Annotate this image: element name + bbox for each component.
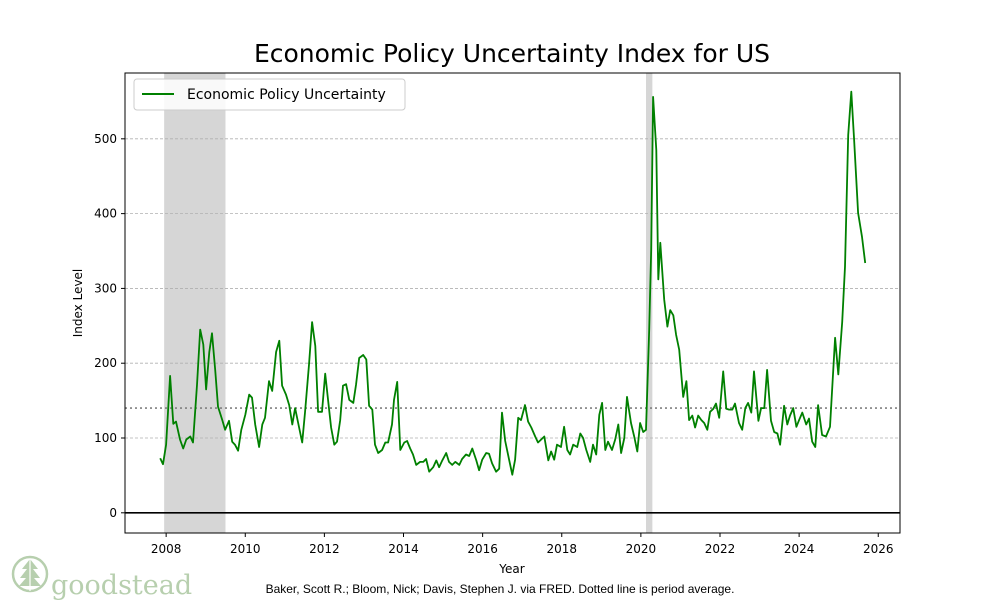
x-tick-label: 2020 — [626, 542, 657, 556]
y-tick-label: 500 — [94, 132, 117, 146]
series-line — [159, 90, 867, 476]
footnote: Baker, Scott R.; Bloom, Nick; Davis, Ste… — [266, 582, 735, 596]
logo-text: goodstead — [51, 570, 192, 600]
x-axis-label: Year — [498, 562, 524, 576]
y-tick-label: 200 — [94, 356, 117, 370]
x-tick-label: 2024 — [784, 542, 815, 556]
x-tick-label: 2018 — [546, 542, 577, 556]
chart-title: Economic Policy Uncertainty Index for US — [254, 39, 770, 68]
legend: Economic Policy Uncertainty — [133, 78, 406, 111]
y-axis-label: Index Level — [71, 269, 85, 338]
x-tick-label: 2014 — [388, 542, 419, 556]
x-tick-label: 2022 — [705, 542, 736, 556]
recession-band — [164, 73, 226, 533]
x-tick-label: 2012 — [309, 542, 340, 556]
y-tick-label: 100 — [94, 431, 117, 445]
goodstead-logo: goodstead — [11, 555, 192, 600]
x-tick-label: 2008 — [151, 542, 182, 556]
x-tick-label: 2016 — [467, 542, 498, 556]
y-tick-label: 0 — [109, 506, 117, 520]
x-tick-label: 2010 — [230, 542, 261, 556]
x-tick-label: 2026 — [863, 542, 894, 556]
plot-area: 0 100 200 300 400 500 2008 2010 2012 2014 2016 2018… — [94, 72, 901, 556]
plot-frame — [124, 72, 901, 534]
y-tick-label: 400 — [94, 207, 117, 221]
legend-label: Economic Policy Uncertainty — [187, 87, 386, 103]
y-tick-label: 300 — [94, 281, 117, 295]
